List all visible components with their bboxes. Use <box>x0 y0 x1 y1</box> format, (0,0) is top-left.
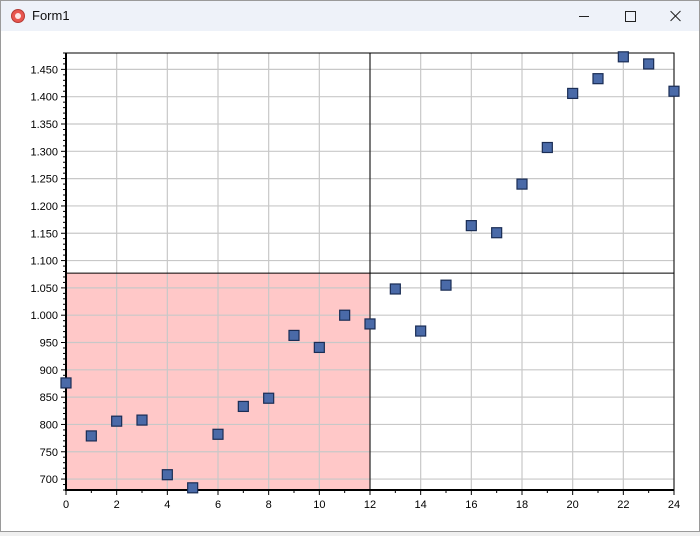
data-point[interactable] <box>111 415 123 427</box>
x-tick-label: 16 <box>465 499 477 511</box>
data-point[interactable] <box>465 220 477 232</box>
data-point[interactable] <box>592 73 604 85</box>
y-tick-label: 750 <box>40 447 58 459</box>
x-tick-label: 12 <box>364 499 376 511</box>
data-point[interactable] <box>263 392 275 404</box>
scatter-chart[interactable]: 0 2 4 6 8 10 12 14 16 18 20 22 247007508008509009501… <box>1 31 699 531</box>
y-tick-label: 1.100 <box>30 256 58 268</box>
y-tick-label: 1.450 <box>30 64 58 76</box>
x-tick-label: 2 <box>114 499 120 511</box>
data-point[interactable] <box>440 279 452 291</box>
y-tick-label: 1.200 <box>30 201 58 213</box>
title-bar[interactable]: Form1 <box>1 1 699 31</box>
y-tick-label: 700 <box>40 474 58 486</box>
data-point[interactable] <box>288 329 300 342</box>
data-point[interactable] <box>364 318 376 330</box>
y-tick-label: 1.350 <box>30 119 58 131</box>
data-point[interactable] <box>643 58 655 70</box>
minimize-icon <box>579 15 589 17</box>
data-point[interactable] <box>541 141 553 154</box>
data-point[interactable] <box>491 227 503 239</box>
x-tick-label: 14 <box>415 499 427 511</box>
maximize-icon <box>624 10 636 22</box>
maximize-button[interactable] <box>607 1 653 31</box>
y-tick-label: 1.300 <box>30 146 58 158</box>
x-tick-label: 4 <box>164 499 170 511</box>
minimize-button[interactable] <box>561 1 607 31</box>
y-tick-label: 850 <box>40 392 58 404</box>
y-tick-label: 1.250 <box>30 174 58 186</box>
x-tick-label: 10 <box>313 499 325 511</box>
client-area: 0 2 4 6 8 10 12 14 16 18 20 22 24 700 750 800 850 900 950 1… <box>1 31 699 531</box>
x-tick-label: 8 <box>266 499 272 511</box>
window-title: Form1 <box>32 8 70 23</box>
data-point[interactable] <box>668 85 680 97</box>
data-point[interactable] <box>617 51 629 63</box>
data-point[interactable] <box>339 309 351 321</box>
x-tick-label: 22 <box>617 499 629 511</box>
data-point[interactable] <box>212 428 224 440</box>
data-point[interactable] <box>187 482 199 494</box>
close-button[interactable] <box>653 1 699 31</box>
data-point[interactable] <box>161 469 173 481</box>
data-point[interactable] <box>136 414 148 426</box>
y-tick-label: 1.400 <box>30 92 58 104</box>
y-tick-label: 900 <box>40 365 58 377</box>
x-tick-label: 24 <box>668 499 680 511</box>
data-point[interactable] <box>313 341 325 354</box>
close-icon <box>670 10 682 22</box>
x-tick-label: 20 <box>567 499 579 511</box>
data-point[interactable] <box>415 325 427 337</box>
y-tick-label: 950 <box>40 338 58 350</box>
y-tick-label: 1.050 <box>30 283 58 295</box>
x-tick-label: 6 <box>215 499 221 511</box>
app-icon[interactable] <box>11 9 25 23</box>
y-tick-label: 800 <box>40 419 58 431</box>
y-tick-label: 1.150 <box>30 228 58 240</box>
x-tick-label: 0 <box>63 499 69 511</box>
x-tick-label: 18 <box>516 499 528 511</box>
data-point[interactable] <box>237 400 249 413</box>
data-point[interactable] <box>389 283 401 295</box>
data-point[interactable] <box>567 87 579 100</box>
data-point[interactable] <box>60 377 72 389</box>
data-point[interactable] <box>516 178 528 190</box>
y-tick-label: 1.000 <box>30 310 58 322</box>
data-point[interactable] <box>85 430 97 442</box>
